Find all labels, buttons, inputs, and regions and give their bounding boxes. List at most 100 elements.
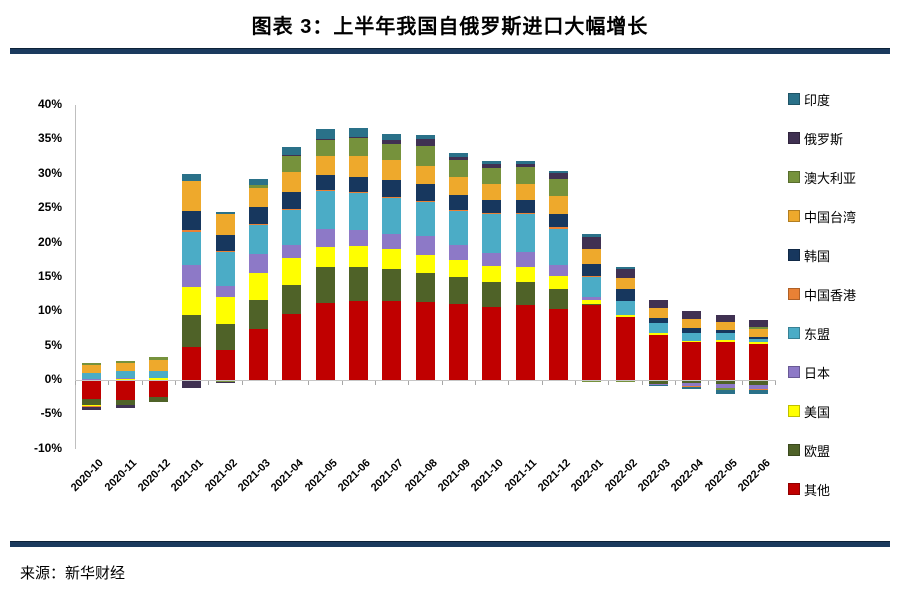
x-tick-mark	[775, 381, 776, 385]
bar-segment-东盟	[82, 373, 102, 379]
bar-segment-其他	[448, 303, 468, 380]
bar-segment-中国台湾	[315, 155, 335, 176]
x-tick-mark	[75, 381, 76, 385]
bar-segment-欧盟	[748, 380, 768, 385]
bar-segment-中国台湾	[582, 249, 602, 264]
legend-swatch-icon	[788, 366, 800, 378]
bar-segment-东盟	[648, 322, 668, 334]
bar-segment-俄罗斯	[515, 163, 535, 168]
bar-segment-其他	[248, 329, 268, 380]
y-tick-label: 35%	[37, 131, 62, 146]
bar-segment-韩国	[748, 337, 768, 340]
bar-segment-美国	[415, 254, 435, 274]
bar-segment-印度	[182, 173, 202, 181]
x-tick-mark	[641, 381, 643, 385]
bar-segment-印度	[748, 389, 768, 394]
bar-segment-中国台湾	[415, 165, 435, 185]
x-tick-mark	[508, 381, 510, 385]
bar-segment-中国香港	[548, 227, 568, 229]
bar-segment-美国	[182, 286, 202, 316]
x-tick-label: 2021-12	[535, 457, 573, 495]
bar-segment-欧盟	[715, 380, 735, 385]
x-tick-mark	[208, 381, 210, 385]
legend-item-中国台湾: 中国台湾	[788, 209, 898, 225]
legend-item-澳大利亚: 澳大利亚	[788, 170, 898, 186]
bar-segment-东盟	[282, 209, 302, 245]
source-note: 来源：新华财经	[20, 565, 126, 582]
x-tick-label: 2021-08	[402, 457, 440, 495]
legend-item-韩国: 韩国	[788, 248, 898, 264]
bar-segment-韩国	[648, 318, 668, 323]
bar-segment-东盟	[115, 371, 135, 378]
bar-segment-欧盟	[682, 380, 702, 384]
bar-segment-其他	[648, 334, 668, 380]
bar-segment-美国	[448, 260, 468, 277]
legend-label: 中国台湾	[804, 209, 857, 225]
bar-segment-印度	[282, 146, 302, 156]
bar-segment-澳大利亚	[582, 380, 602, 383]
legend-item-日本: 日本	[788, 365, 898, 381]
bar-segment-欧盟	[315, 267, 335, 303]
bar-segment-美国	[348, 245, 368, 267]
bar-segment-其他	[115, 380, 135, 400]
bar-segment-日本	[448, 245, 468, 261]
bar-segment-俄罗斯	[282, 155, 302, 157]
bar-segment-印度	[582, 233, 602, 237]
x-tick-label: 2022-02	[602, 457, 640, 495]
bar-segment-中国台湾	[548, 196, 568, 215]
bar-segment-印度	[448, 153, 468, 158]
x-tick-label: 2022-06	[735, 457, 773, 495]
bar-segment-澳大利亚	[515, 167, 535, 184]
x-tick-label: 2021-01	[169, 457, 207, 495]
bar-segment-其他	[582, 305, 602, 380]
bar-segment-东盟	[448, 210, 468, 246]
bar-segment-韩国	[282, 192, 302, 209]
x-tick-label: 2021-04	[269, 457, 307, 495]
bar-segment-其他	[415, 301, 435, 380]
bar-segment-日本	[315, 228, 335, 247]
bar-segment-其他	[348, 300, 368, 380]
chart-legend: 印度 俄罗斯 澳大利亚 中国台湾 韩国 中国香港 东盟 日本 美国 欧盟 其他	[788, 92, 898, 521]
bar-segment-中国香港	[515, 213, 535, 215]
bar-segment-中国香港	[82, 406, 102, 408]
bar-segment-韩国	[315, 175, 335, 191]
zero-gridline	[75, 380, 776, 381]
x-tick-mark	[141, 381, 143, 385]
bar-segment-中国香港	[248, 223, 268, 225]
bar-segment-其他	[282, 314, 302, 380]
bar-segment-俄罗斯	[182, 381, 202, 389]
bar-segment-韩国	[248, 207, 268, 224]
bar-segment-美国	[682, 340, 702, 343]
legend-label: 美国	[804, 404, 831, 420]
x-tick-label: 2021-09	[435, 457, 473, 495]
bar-segment-中国台湾	[748, 329, 768, 338]
legend-swatch-icon	[788, 132, 800, 144]
bar-segment-其他	[748, 344, 768, 380]
top-divider	[10, 48, 890, 54]
bar-segment-美国	[282, 257, 302, 286]
legend-swatch-icon	[788, 405, 800, 417]
bar-segment-美国	[215, 296, 235, 325]
x-tick-mark	[608, 381, 610, 385]
bar-segment-中国台湾	[115, 363, 135, 372]
bar-segment-日本	[115, 377, 135, 379]
bar-segment-印度	[648, 384, 668, 386]
bar-segment-俄罗斯	[715, 315, 735, 323]
bar-segment-日本	[182, 264, 202, 287]
legend-label: 日本	[804, 365, 831, 381]
bar-segment-欧盟	[415, 273, 435, 302]
bar-segment-中国台湾	[615, 277, 635, 289]
bar-segment-欧盟	[382, 269, 402, 301]
bar-segment-日本	[215, 285, 235, 297]
bar-segment-俄罗斯	[382, 139, 402, 144]
bar-segment-日本	[248, 254, 268, 273]
legend-label: 中国香港	[804, 287, 857, 303]
bar-segment-欧盟	[548, 288, 568, 309]
x-tick-label: 2021-11	[502, 457, 540, 494]
bar-segment-日本	[515, 252, 535, 267]
bar-segment-东盟	[682, 332, 702, 341]
bar-segment-印度	[215, 211, 235, 215]
bar-segment-俄罗斯	[115, 405, 135, 409]
bar-segment-其他	[182, 347, 202, 380]
x-tick-label: 2020-10	[69, 457, 107, 495]
